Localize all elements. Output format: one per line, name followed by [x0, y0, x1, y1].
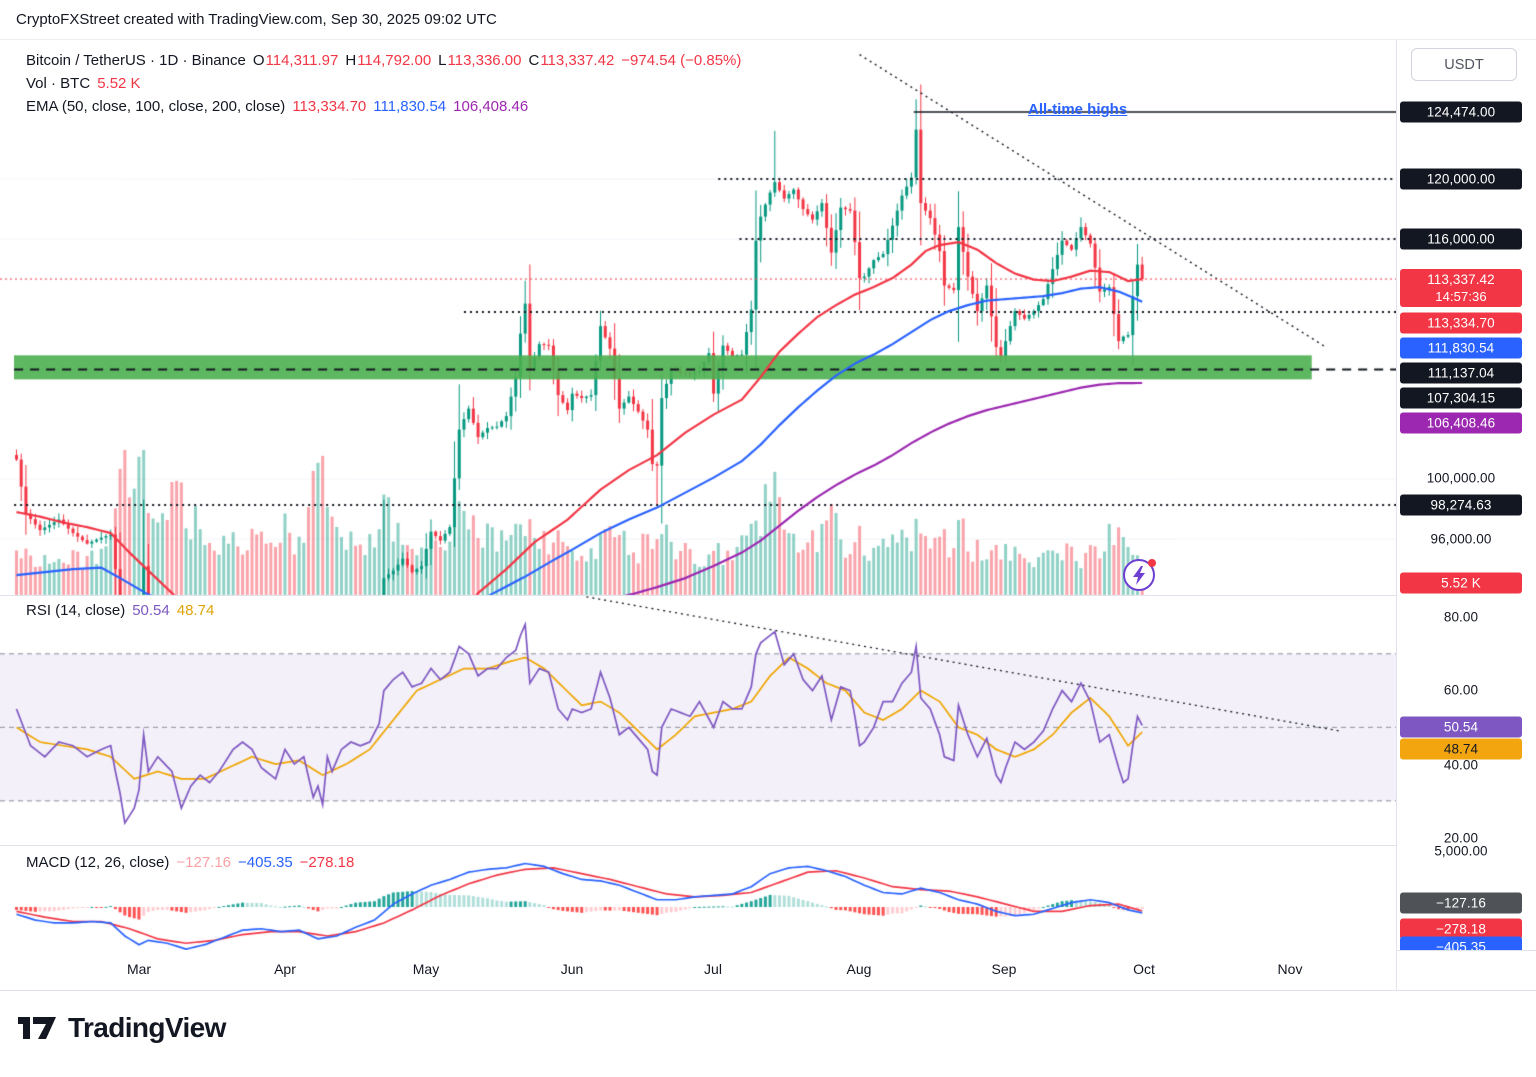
time-axis-label: May — [412, 961, 440, 977]
price-legend: Bitcoin / TetherUS · 1D · Binance O 114,3… — [26, 52, 748, 121]
rsi-legend: RSI (14, close) 50.54 48.74 — [26, 602, 221, 625]
symbol-row: Bitcoin / TetherUS · 1D · Binance O 114,3… — [26, 52, 748, 69]
high-label: H — [345, 52, 357, 69]
axis-label: −405.35 — [1400, 936, 1522, 950]
macd-line-value: −405.35 — [238, 854, 293, 871]
all-time-highs-annotation[interactable]: All-time highs — [1028, 101, 1128, 118]
panel-separator — [0, 990, 1536, 991]
high-value: 114,792.00 — [357, 52, 432, 69]
ema-label[interactable]: EMA (50, close, 100, close, 200, close) — [26, 98, 286, 115]
ema200-value: 106,408.46 — [453, 98, 529, 115]
price-axis[interactable]: USDT 124,474.00 120,000.00 116,000.00 113,3… — [1397, 40, 1536, 950]
attribution-bar: CryptoFXStreet created with TradingView.… — [0, 0, 1536, 40]
axis-label: 120,000.00 — [1400, 168, 1522, 190]
low-label: L — [438, 52, 447, 69]
time-axis-label: Aug — [846, 961, 872, 977]
axis-label: 80.00 — [1443, 609, 1479, 625]
axis-label: −127.16 — [1400, 892, 1522, 914]
open-label: O — [252, 52, 265, 69]
axis-label: 40.00 — [1443, 757, 1479, 773]
tradingview-logo-icon — [18, 1017, 56, 1039]
axis-label: 20.00 — [1443, 830, 1479, 846]
volume-label[interactable]: Vol · BTC — [26, 75, 91, 92]
axis-label: 124,474.00 — [1400, 101, 1522, 123]
footer: TradingView — [0, 991, 1536, 1077]
currency-toggle-button[interactable]: USDT — [1411, 48, 1517, 81]
axis-label: 48.74 — [1400, 738, 1522, 760]
symbol-title[interactable]: Bitcoin / TetherUS · 1D · Binance — [26, 52, 246, 69]
axis-label: 113,334.70 — [1400, 312, 1522, 334]
ema-row: EMA (50, close, 100, close, 200, close) … — [26, 98, 748, 115]
time-axis-label: Jun — [560, 961, 584, 977]
macd-label[interactable]: MACD (12, 26, close) — [26, 854, 170, 871]
volume-row: Vol · BTC 5.52 K — [26, 75, 748, 92]
axis-label: 107,304.15 — [1400, 387, 1522, 409]
time-axis-label: Jul — [704, 961, 722, 977]
volume-value: 5.52 K — [97, 75, 141, 92]
tradingview-wordmark: TradingView — [68, 1012, 226, 1043]
axis-label: 60.00 — [1443, 682, 1479, 698]
low-value: 113,336.00 — [447, 52, 522, 69]
axis-label: −278.18 — [1400, 918, 1522, 940]
axis-label: 96,000.00 — [1430, 531, 1492, 547]
close-label: C — [528, 52, 540, 69]
main-chart-canvas[interactable] — [0, 40, 1396, 950]
time-axis[interactable]: Mar Apr May Jun Jul Aug Sep Oct Nov — [0, 950, 1396, 990]
axis-label: 111,137.04 — [1400, 362, 1522, 384]
rsi-value: 50.54 — [132, 602, 170, 619]
time-axis-label: Oct — [1133, 961, 1155, 977]
macd-hist-value: −127.16 — [176, 854, 232, 871]
axis-label: 111,830.54 — [1400, 337, 1522, 359]
axis-label: 100,000.00 — [1426, 470, 1496, 486]
macd-signal-value: −278.18 — [299, 854, 355, 871]
panel-separator — [0, 595, 1536, 596]
axis-label: 116,000.00 — [1400, 228, 1522, 250]
tradingview-logo[interactable]: TradingView — [16, 1011, 226, 1045]
time-axis-label: Mar — [126, 961, 152, 977]
change-value: −974.54 (−0.85%) — [621, 52, 742, 69]
ema100-value: 111,830.54 — [373, 98, 447, 115]
panel-separator — [0, 845, 1536, 846]
macd-legend: MACD (12, 26, close) −127.16 −405.35 −27… — [26, 854, 361, 877]
axis-label: 5.52 K — [1400, 572, 1522, 594]
axis-label: 106,408.46 — [1400, 412, 1522, 434]
rsi-ma-value: 48.74 — [176, 602, 215, 619]
ema50-value: 113,334.70 — [292, 98, 367, 115]
attribution-text: CryptoFXStreet created with TradingView.… — [16, 11, 497, 28]
axis-label: 98,274.63 — [1400, 494, 1522, 516]
rsi-label[interactable]: RSI (14, close) — [26, 602, 126, 619]
time-axis-label: Apr — [274, 961, 296, 977]
axis-label: 5,000.00 — [1434, 843, 1488, 859]
flash-icon[interactable] — [1120, 555, 1160, 595]
time-axis-label: Sep — [991, 961, 1017, 977]
time-axis-label: Nov — [1277, 961, 1303, 977]
close-value: 113,337.42 — [540, 52, 615, 69]
open-value: 114,311.97 — [265, 52, 339, 69]
axis-label: 50.54 — [1400, 716, 1522, 738]
price-axis-separator — [1396, 40, 1397, 990]
axis-label: 113,337.42 14:57:36 — [1400, 269, 1522, 307]
